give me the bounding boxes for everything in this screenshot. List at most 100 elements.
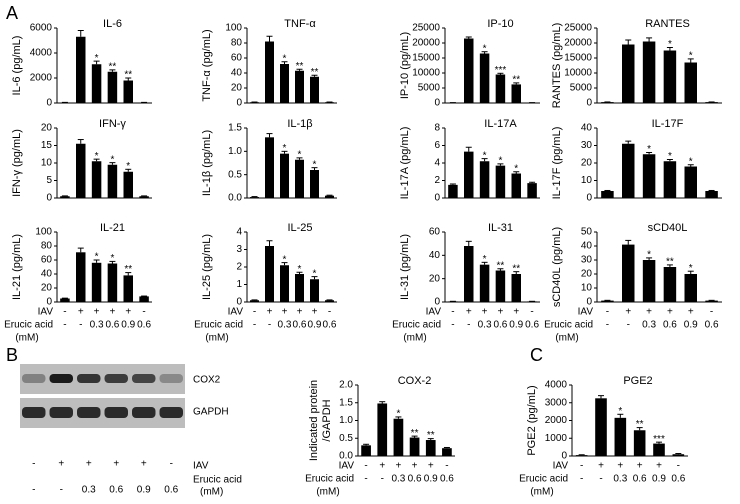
y-tick-label: 20 (41, 283, 53, 294)
y-tick-label: 10000 (564, 68, 592, 79)
condition-value: 0.6 (137, 320, 151, 331)
condition-unit: (mM) (316, 487, 339, 498)
y-tick-label: 0 (434, 98, 440, 109)
condition-label: Erucic acid (193, 475, 242, 486)
condition-value: - (530, 307, 533, 318)
condition-label: IAV (339, 461, 355, 472)
bar (653, 444, 665, 456)
bar (310, 77, 319, 103)
significance: * (110, 154, 114, 165)
y-tick-label: 0 (434, 193, 440, 204)
bar (664, 161, 677, 198)
condition-value: + (312, 307, 318, 318)
significance: ** (124, 70, 132, 81)
condition-value: - (381, 474, 384, 485)
y-tick-label: 1.0 (228, 146, 242, 157)
condition-label: Erucic acid (194, 320, 243, 331)
y-tick-label: 40 (231, 68, 243, 79)
y-axis-label: IFN-γ (pg/mL) (11, 129, 23, 197)
bar (464, 246, 474, 302)
condition-label: Erucic acid (392, 320, 441, 331)
bar (76, 144, 86, 198)
condition-label: IAV (193, 461, 209, 472)
bar (496, 271, 506, 303)
condition-value: 0.6 (633, 474, 647, 485)
condition-value: - (364, 474, 367, 485)
chart-title: IL-17F (652, 118, 684, 130)
blot-band (22, 374, 46, 383)
bar (325, 196, 334, 198)
condition-value: - (580, 461, 583, 472)
condition-value: + (141, 459, 147, 470)
bar (280, 265, 289, 302)
significance: * (618, 406, 622, 417)
bar (673, 454, 685, 456)
y-tick-label: 30 (581, 255, 593, 266)
y-tick-label: 2000 (545, 415, 568, 426)
bar (595, 398, 607, 456)
significance: * (514, 163, 518, 174)
significance: ** (666, 257, 674, 268)
blot-band (105, 407, 129, 418)
y-tick-label: 80 (41, 241, 53, 252)
condition-value: - (328, 307, 331, 318)
y-axis-label: sCD40L (pg/mL) (551, 227, 563, 307)
chart-title: PGE2 (623, 375, 652, 387)
y-tick-label: 4000 (30, 48, 53, 59)
bar (426, 440, 436, 456)
y-axis-label: IL-1β (pg/mL) (201, 130, 213, 196)
chart-title: IL-31 (488, 222, 513, 234)
bar (60, 196, 70, 198)
y-tick-label: 100 (35, 227, 52, 238)
significance: ** (512, 263, 520, 274)
bar (265, 42, 274, 104)
y-axis-label: /GAPDH (321, 399, 333, 441)
significance: * (283, 143, 287, 154)
bar (664, 51, 677, 104)
condition-value: 0.9 (509, 320, 523, 331)
condition-value: + (497, 307, 503, 318)
condition-value: - (451, 307, 454, 318)
y-tick-label: 8 (434, 123, 440, 134)
condition-value: + (617, 461, 623, 472)
blot-band (132, 374, 156, 383)
bar (634, 430, 646, 456)
chart-title: TNF-α (284, 18, 316, 30)
condition-value: 0.3 (478, 320, 492, 331)
condition-value: + (78, 307, 84, 318)
condition-value: - (79, 320, 82, 331)
bar (295, 71, 304, 103)
condition-value: 0.6 (705, 320, 719, 331)
condition-value: 0.6 (663, 320, 677, 331)
bar (325, 300, 334, 302)
panel-label: C (530, 345, 543, 365)
condition-label: Erucic acid (4, 320, 53, 331)
y-axis-label: IL-31 (pg/mL) (399, 234, 411, 300)
condition-value: - (606, 307, 609, 318)
condition-value: 0.6 (408, 474, 422, 485)
bar (92, 161, 102, 198)
y-tick-label: 10000 (412, 68, 440, 79)
bar (643, 154, 656, 198)
blot-band (77, 374, 101, 383)
y-tick-label: 40 (581, 241, 593, 252)
y-tick-label: 1.5 (228, 123, 242, 134)
y-tick-label: 2.0 (339, 380, 353, 391)
bar (250, 300, 259, 302)
condition-value: - (253, 307, 256, 318)
panel-label: A (6, 3, 18, 23)
bar (480, 265, 490, 302)
y-axis-label: IL-21 (pg/mL) (11, 234, 23, 300)
bar (295, 274, 304, 302)
bar (92, 263, 102, 302)
significance: *** (653, 434, 665, 445)
y-axis-label: IL-6 (pg/mL) (11, 36, 23, 96)
y-tick-label: 6000 (30, 23, 53, 34)
significance: ** (411, 428, 419, 439)
significance: * (689, 51, 693, 62)
panel-label: B (6, 345, 18, 365)
blot-band (22, 407, 46, 418)
y-tick-label: 40 (581, 123, 593, 134)
y-tick-label: 5000 (570, 83, 593, 94)
y-tick-label: 15000 (412, 53, 440, 64)
